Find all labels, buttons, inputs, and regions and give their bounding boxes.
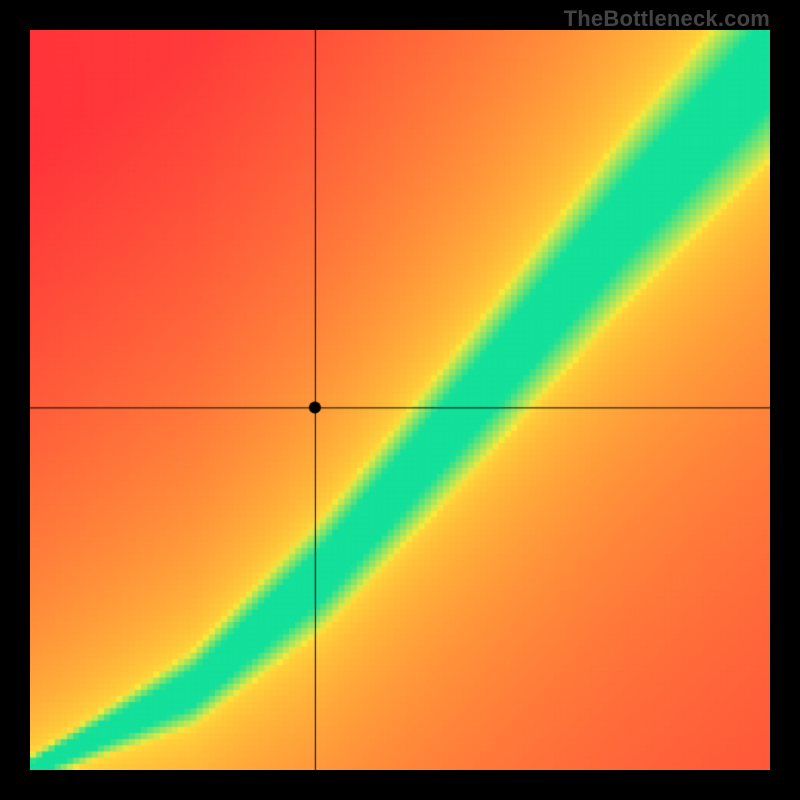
watermark-text: TheBottleneck.com (564, 6, 770, 32)
chart-container: TheBottleneck.com (0, 0, 800, 800)
heatmap-canvas (30, 30, 770, 770)
heatmap-plot (30, 30, 770, 770)
